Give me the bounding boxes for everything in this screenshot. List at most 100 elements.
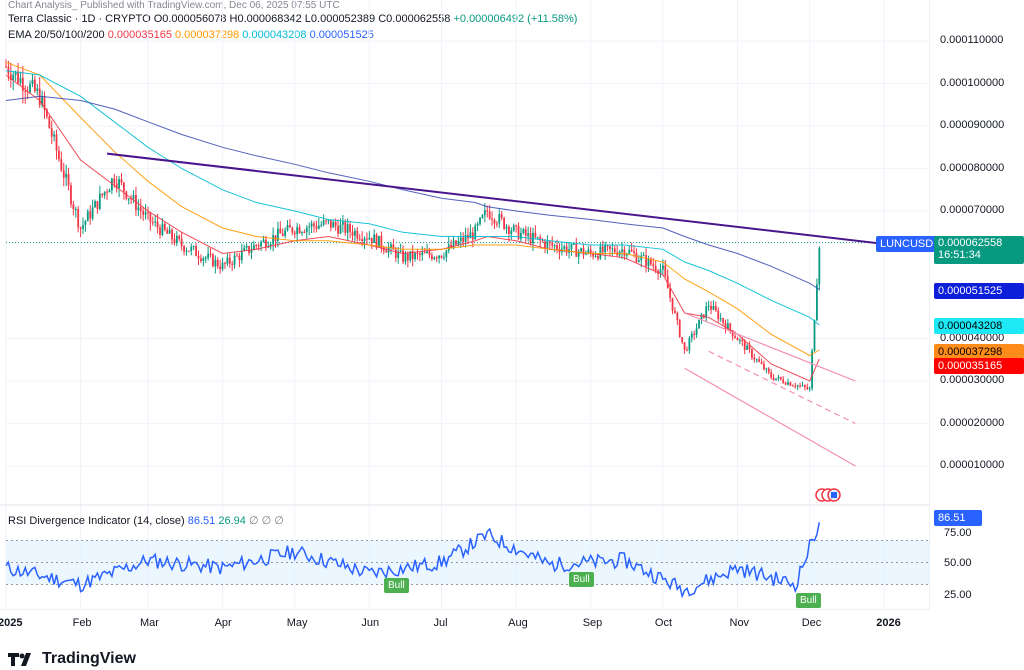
candle-body	[115, 183, 118, 189]
candle-body	[746, 345, 749, 350]
candle-body	[695, 328, 698, 335]
candle-body	[9, 74, 12, 80]
candle-body	[635, 252, 638, 262]
candle-body	[642, 255, 645, 257]
candle-body	[438, 255, 441, 259]
ohlc-change: +0.000006492 (+11.58%)	[453, 13, 578, 25]
candle-body	[233, 255, 236, 265]
candle-body	[161, 223, 164, 235]
price-chart[interactable]	[0, 0, 930, 610]
candle-body	[212, 254, 214, 267]
candle-body	[551, 242, 554, 246]
price-tick: 0.000080000	[940, 161, 1005, 174]
candle-body	[132, 195, 135, 200]
symbol-line[interactable]: Terra Classic · 1D · CRYPTO	[8, 13, 151, 25]
candle-body	[731, 330, 734, 337]
candle-body	[729, 323, 732, 331]
candle-body	[435, 257, 438, 259]
candle-body	[630, 249, 633, 252]
candle-body	[281, 233, 284, 236]
candle-body	[74, 208, 77, 210]
candle-body	[705, 306, 708, 318]
candle-body	[48, 116, 51, 129]
candle-body	[183, 246, 185, 252]
candle-body	[433, 257, 436, 260]
candle-body	[690, 333, 693, 338]
candle-body	[803, 385, 806, 388]
candle-body	[310, 223, 313, 227]
candle-body	[471, 232, 474, 240]
candle-body	[495, 223, 498, 225]
candle-body	[806, 387, 809, 389]
candle-body	[666, 275, 669, 289]
candle-body	[580, 248, 582, 252]
candle-body	[337, 226, 339, 234]
candle-body	[200, 258, 202, 261]
candle-body	[464, 234, 467, 242]
candle-body	[144, 212, 147, 215]
candle-body	[274, 235, 277, 242]
candle-body	[106, 191, 108, 193]
candle-body	[474, 225, 477, 240]
candle-body	[207, 253, 210, 258]
time-tick: 2026	[876, 617, 901, 629]
candle-body	[714, 306, 717, 311]
candle-body	[698, 319, 700, 329]
ema200-value: 0.000051525	[309, 29, 374, 41]
candle-body	[175, 235, 178, 244]
candle-body	[67, 173, 70, 186]
candle-body	[89, 211, 92, 219]
candle-body	[500, 214, 503, 218]
candle-body	[443, 257, 445, 259]
candle-body	[236, 255, 238, 257]
candle-body	[272, 235, 274, 245]
time-tick: Jul	[433, 617, 448, 629]
candle-body	[96, 201, 99, 209]
candle-body	[243, 247, 246, 251]
candle-body	[103, 191, 106, 196]
rsi-markers: ∅ ∅ ∅	[248, 515, 284, 527]
channel-upper-line	[684, 312, 856, 382]
candle-body	[565, 246, 568, 253]
candle-body	[418, 253, 421, 256]
candle-body	[589, 249, 592, 253]
candle-body	[483, 210, 486, 216]
candle-body	[784, 382, 787, 385]
candle-body	[250, 250, 253, 253]
candle-body	[553, 245, 556, 247]
rsi-value-2: 26.94	[218, 515, 246, 527]
ema-line	[5, 70, 820, 326]
candle-body	[818, 247, 821, 285]
candle-body	[209, 253, 212, 255]
candle-body	[173, 239, 176, 244]
candle-body	[539, 237, 542, 241]
candle-body	[722, 318, 724, 323]
candle-body	[53, 134, 56, 137]
candle-body	[154, 221, 157, 223]
tradingview-logo[interactable]: TradingView	[6, 650, 136, 668]
trendlines	[106, 152, 930, 467]
candle-body	[284, 230, 287, 236]
candle-body	[356, 230, 359, 239]
price-tick: 0.000010000	[940, 459, 1005, 471]
candle-body	[26, 91, 29, 93]
candle-body	[171, 229, 173, 240]
candle-body	[811, 350, 813, 389]
candle-body	[108, 190, 111, 193]
event-flags-icon[interactable]	[814, 487, 842, 508]
candle-body	[5, 66, 7, 68]
rsi-tick-50: 50.00	[944, 557, 972, 569]
candle-body	[659, 269, 662, 274]
candle-body	[649, 258, 652, 265]
rsi-legend[interactable]: RSI Divergence Indicator (14, close) 86.…	[8, 514, 284, 527]
candle-body	[245, 246, 248, 248]
ohlc-low: L0.000052389	[304, 13, 376, 25]
candle-body	[50, 128, 53, 137]
candle-body	[585, 252, 587, 255]
candle-body	[647, 258, 650, 267]
ohlc-close: C0.000062558	[378, 13, 451, 25]
candle-body	[423, 252, 426, 254]
candle-body	[637, 260, 640, 262]
candle-body	[195, 246, 197, 257]
candle-body	[264, 239, 267, 248]
